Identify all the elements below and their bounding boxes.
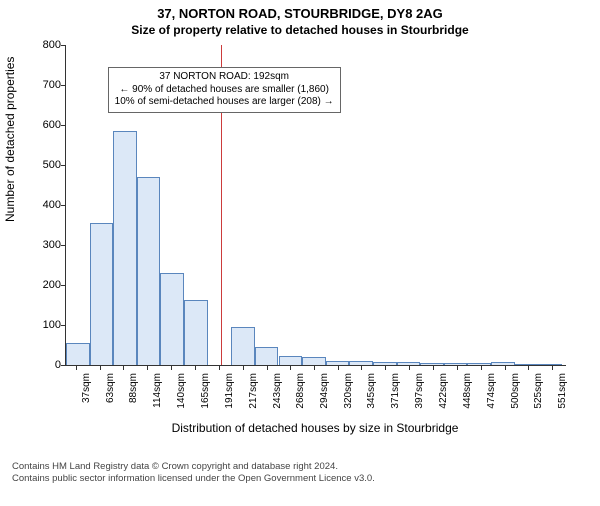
xtick-label: 268sqm (295, 373, 306, 423)
xtick-mark (195, 365, 196, 370)
ytick-label: 500 (35, 159, 61, 171)
annotation-line-1: 37 NORTON ROAD: 192sqm (115, 71, 334, 84)
ytick-label: 400 (35, 199, 61, 211)
xtick-mark (243, 365, 244, 370)
xtick-mark (76, 365, 77, 370)
chart-title-main: 37, NORTON ROAD, STOURBRIDGE, DY8 2AG (0, 6, 600, 21)
histogram-bar (302, 357, 326, 365)
xtick-mark (171, 365, 172, 370)
histogram-bar (279, 356, 303, 365)
xtick-label: 243sqm (272, 373, 283, 423)
ytick-mark (61, 245, 66, 246)
xtick-mark (457, 365, 458, 370)
histogram-bar (160, 273, 184, 365)
histogram-bar (184, 300, 208, 365)
ytick-mark (61, 165, 66, 166)
chart-container: Number of detached properties 37 NORTON … (0, 37, 600, 457)
xtick-mark (505, 365, 506, 370)
histogram-bar (538, 364, 562, 365)
histogram-bar (66, 343, 90, 365)
xtick-label: 88sqm (128, 373, 139, 423)
xtick-mark (528, 365, 529, 370)
histogram-bar (444, 363, 468, 365)
xtick-mark (314, 365, 315, 370)
ytick-label: 300 (35, 239, 61, 251)
xtick-mark (385, 365, 386, 370)
footer-line-1: Contains HM Land Registry data © Crown c… (12, 461, 588, 473)
xtick-label: 191sqm (224, 373, 235, 423)
ytick-mark (61, 45, 66, 46)
histogram-bar (137, 177, 161, 365)
xtick-label: 551sqm (557, 373, 568, 423)
ytick-label: 800 (35, 39, 61, 51)
xtick-mark (100, 365, 101, 370)
histogram-bar (113, 131, 137, 365)
xtick-mark (338, 365, 339, 370)
xtick-mark (481, 365, 482, 370)
xtick-label: 500sqm (510, 373, 521, 423)
annotation-box: 37 NORTON ROAD: 192sqm← 90% of detached … (108, 67, 341, 113)
histogram-bar (231, 327, 255, 365)
xtick-label: 165sqm (200, 373, 211, 423)
xtick-label: 140sqm (176, 373, 187, 423)
xtick-mark (433, 365, 434, 370)
chart-title-sub: Size of property relative to detached ho… (0, 23, 600, 37)
xtick-mark (267, 365, 268, 370)
xtick-label: 345sqm (366, 373, 377, 423)
histogram-bar (397, 362, 421, 365)
xtick-mark (552, 365, 553, 370)
xtick-label: 474sqm (486, 373, 497, 423)
xtick-label: 525sqm (533, 373, 544, 423)
histogram-bar (467, 363, 491, 365)
xtick-label: 422sqm (438, 373, 449, 423)
xtick-label: 371sqm (390, 373, 401, 423)
xtick-label: 37sqm (81, 373, 92, 423)
y-axis-label: Number of detached properties (3, 202, 17, 222)
ytick-mark (61, 205, 66, 206)
x-axis-label: Distribution of detached houses by size … (65, 421, 565, 435)
ytick-mark (61, 85, 66, 86)
ytick-mark (61, 125, 66, 126)
xtick-mark (409, 365, 410, 370)
annotation-line-2: ← 90% of detached houses are smaller (1,… (115, 84, 334, 97)
xtick-mark (219, 365, 220, 370)
annotation-line-3: 10% of semi-detached houses are larger (… (115, 96, 334, 109)
plot-area: 37 NORTON ROAD: 192sqm← 90% of detached … (65, 45, 566, 366)
xtick-mark (123, 365, 124, 370)
xtick-mark (361, 365, 362, 370)
ytick-mark (61, 285, 66, 286)
ytick-label: 200 (35, 279, 61, 291)
ytick-mark (61, 325, 66, 326)
xtick-label: 63sqm (105, 373, 116, 423)
xtick-label: 448sqm (462, 373, 473, 423)
xtick-label: 294sqm (319, 373, 330, 423)
ytick-mark (61, 365, 66, 366)
histogram-bar (90, 223, 114, 365)
histogram-bar (515, 364, 539, 365)
xtick-label: 320sqm (343, 373, 354, 423)
xtick-label: 217sqm (248, 373, 259, 423)
xtick-mark (147, 365, 148, 370)
xtick-label: 397sqm (414, 373, 425, 423)
histogram-bar (255, 347, 279, 365)
histogram-bar (491, 362, 515, 365)
xtick-label: 114sqm (152, 373, 163, 423)
xtick-mark (290, 365, 291, 370)
footer-line-2: Contains public sector information licen… (12, 473, 588, 485)
ytick-label: 600 (35, 119, 61, 131)
footer-attribution: Contains HM Land Registry data © Crown c… (12, 461, 588, 485)
ytick-label: 100 (35, 319, 61, 331)
ytick-label: 700 (35, 79, 61, 91)
ytick-label: 0 (35, 359, 61, 371)
